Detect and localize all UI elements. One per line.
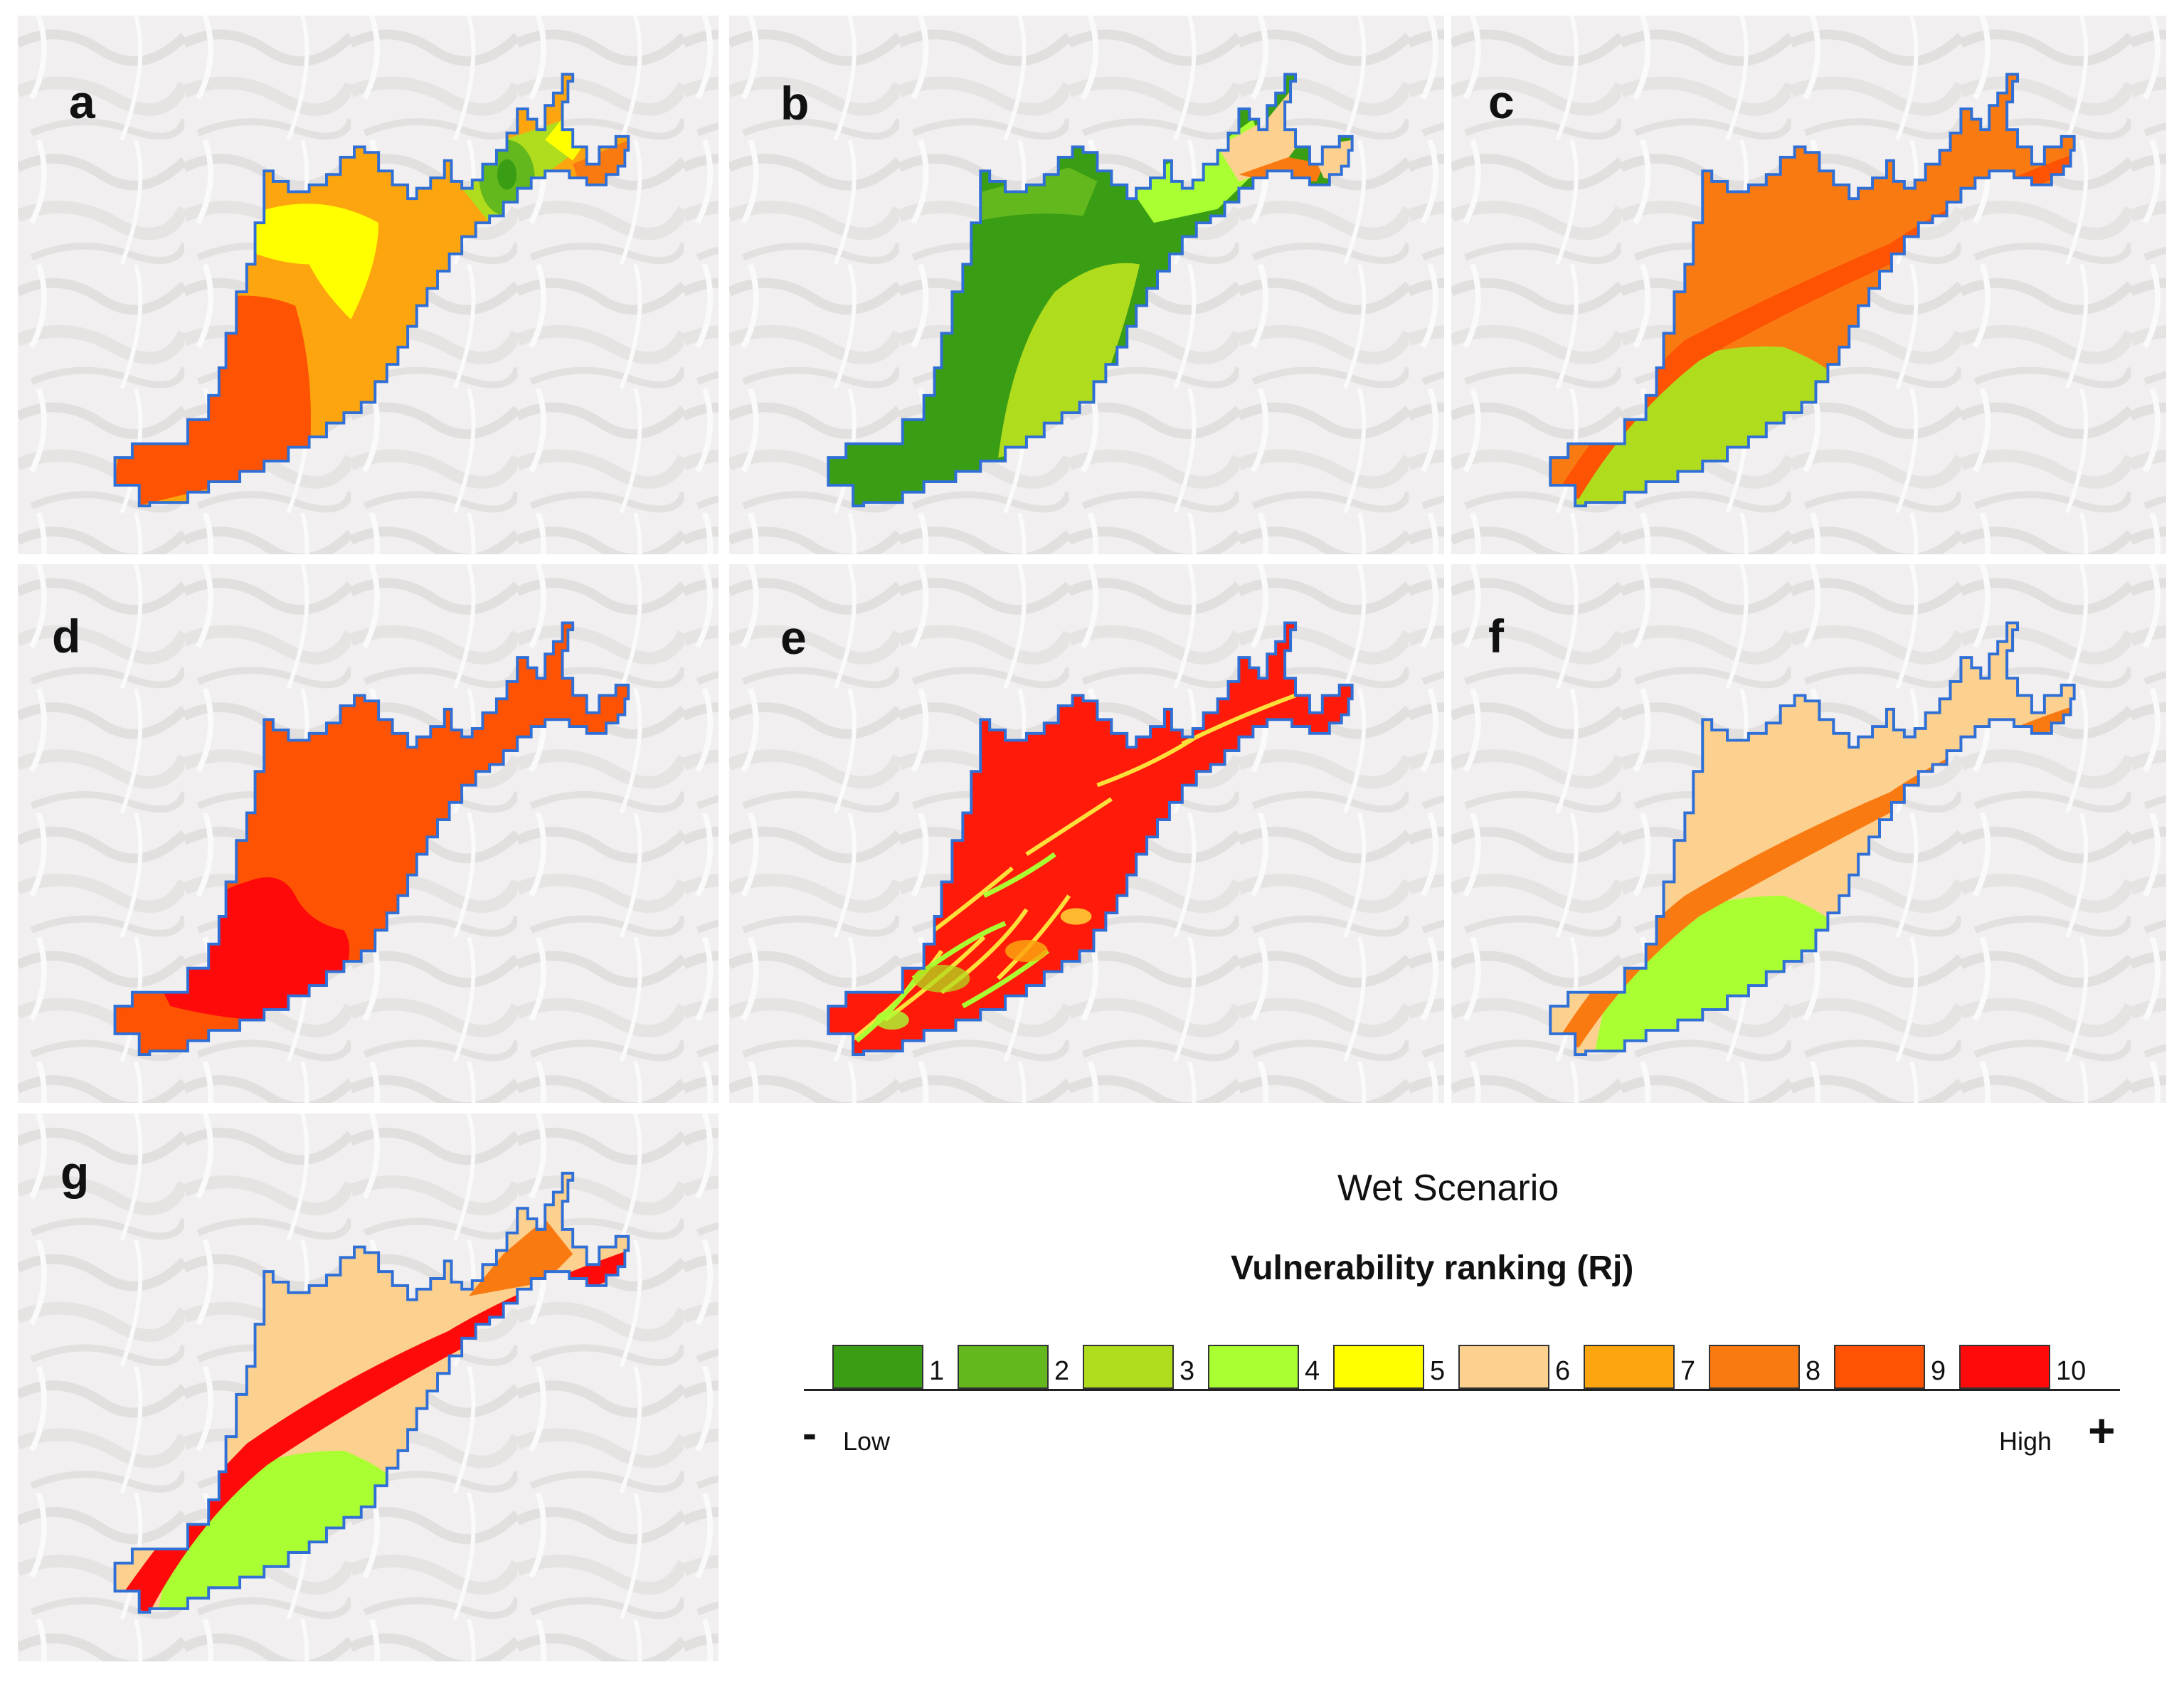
legend-rank-4: 4 [1305, 1356, 1320, 1386]
panel-label-c: c [1488, 75, 1515, 128]
legend-high-sign: + [2088, 1404, 2116, 1456]
legend-rank-1: 1 [929, 1356, 945, 1386]
map-panel-d-svg [18, 564, 719, 1103]
panel-label-a: a [69, 75, 95, 128]
legend-rank-5: 5 [1430, 1356, 1446, 1386]
panel-label-e: e [780, 611, 807, 664]
map-panel-d: d [18, 564, 719, 1103]
legend-swatch-4 [1208, 1345, 1299, 1389]
map-panel-b-svg [729, 16, 1444, 554]
map-panel-c-svg [1451, 16, 2166, 554]
panel-label-b: b [780, 77, 810, 129]
map-panel-a-svg [18, 16, 719, 554]
legend-baseline [804, 1389, 2120, 1391]
map-panel-b: b [729, 16, 1444, 554]
legend-high-label: High [1999, 1427, 2052, 1456]
map-panel-a: a [18, 16, 719, 554]
panel-label-f: f [1488, 610, 1504, 662]
legend-rank-8: 8 [1806, 1356, 1821, 1386]
legend-rank-10: 10 [2056, 1356, 2087, 1386]
map-panel-e: e [729, 564, 1444, 1103]
legend-rank-9: 9 [1931, 1356, 1946, 1386]
legend-swatch-9 [1834, 1345, 1925, 1389]
panel-label-g: g [60, 1146, 90, 1199]
legend-rank-6: 6 [1555, 1356, 1571, 1386]
legend-swatch-8 [1709, 1345, 1800, 1389]
legend-swatch-2 [958, 1345, 1049, 1389]
legend-low-sign: - [802, 1410, 817, 1457]
legend-scenario-title: Wet Scenario [1337, 1168, 1559, 1209]
legend-swatch-3 [1083, 1345, 1174, 1389]
legend-swatch-10 [1959, 1345, 2050, 1389]
panel-label-d: d [52, 610, 81, 662]
legend-swatch-1 [832, 1345, 923, 1389]
legend-low-label: Low [843, 1427, 891, 1456]
map-panel-c: c [1451, 16, 2166, 554]
legend-title: Vulnerability ranking (Rj) [1231, 1249, 1634, 1287]
map-panel-f-svg [1451, 564, 2166, 1103]
map-panel-g-svg [18, 1114, 719, 1661]
map-panel-f: f [1451, 564, 2166, 1103]
legend-rank-2: 2 [1054, 1356, 1070, 1386]
map-panel-g: g [18, 1114, 719, 1661]
legend-swatch-7 [1584, 1345, 1675, 1389]
legend-rank-7: 7 [1680, 1356, 1696, 1386]
legend-swatch-6 [1458, 1345, 1549, 1389]
legend-swatch-5 [1333, 1345, 1424, 1389]
legend-rank-3: 3 [1180, 1356, 1195, 1386]
map-panel-e-svg [729, 564, 1444, 1103]
